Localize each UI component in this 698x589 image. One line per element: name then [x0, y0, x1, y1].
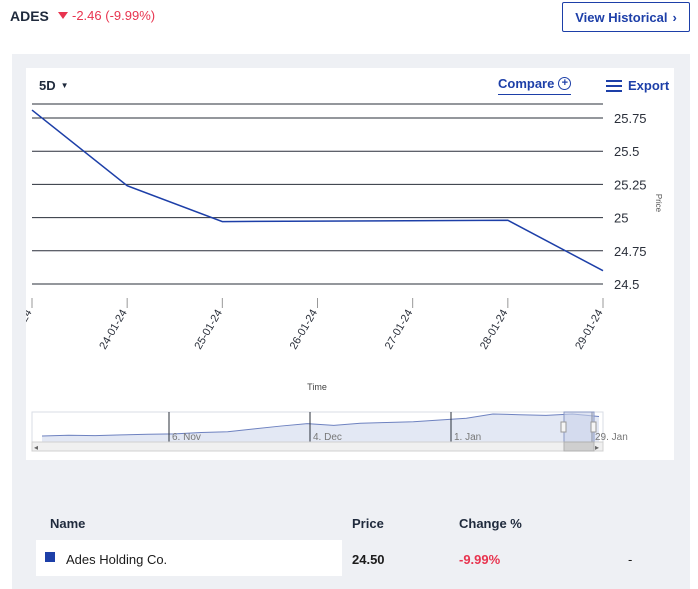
navigator-label: 29. Jan: [595, 432, 628, 443]
y-tick-label: 25.25: [614, 177, 647, 192]
y-tick-label: 25.75: [614, 111, 647, 126]
export-label: Export: [628, 78, 670, 93]
compare-label: Compare: [498, 76, 555, 91]
period-label: 5D: [39, 78, 56, 93]
price-change-text: -2.46 (-9.99%): [72, 8, 156, 23]
export-button[interactable]: Export: [606, 78, 669, 93]
x-tick-label: 26-01-24: [288, 308, 320, 352]
navigator-handle-left[interactable]: [560, 421, 567, 433]
x-tick-label: 28-01-24: [478, 308, 510, 352]
price-series-line: [31, 109, 604, 272]
y-axis-label: Price: [654, 194, 663, 213]
y-tick-label: 24.75: [614, 244, 647, 259]
down-arrow-icon: [58, 12, 68, 19]
x-tick-label: 23-01-24: [26, 308, 35, 352]
navigator-area-fill: [42, 414, 599, 442]
navigator-scroll-thumb[interactable]: [563, 441, 595, 452]
navigator-handle-right[interactable]: [590, 421, 597, 433]
series-color-swatch: [45, 552, 55, 562]
navigator-scrollbar[interactable]: [31, 441, 604, 452]
header-price: Price: [352, 516, 384, 531]
caret-down-icon: ▼: [60, 81, 69, 90]
navigator-label: 4. Dec: [313, 432, 342, 443]
x-tick-label: 25-01-24: [193, 308, 225, 352]
price-chart[interactable]: 25.75 25.5 25.25 25 24.75 24.5 Price 23-01-24 24…: [26, 68, 674, 460]
header-name: Name: [50, 516, 86, 531]
navigator-selection[interactable]: [563, 411, 595, 443]
hamburger-menu-icon: [606, 79, 622, 92]
row-price: 24.50: [352, 552, 385, 567]
table-row: [36, 540, 342, 576]
ticker-symbol: ADES: [10, 8, 49, 24]
price-change: -2.46 (-9.99%): [58, 8, 155, 23]
x-tick-label: 27-01-24: [383, 308, 415, 352]
scroll-right-arrow-icon[interactable]: ▸: [595, 443, 599, 452]
y-tick-label: 25.5: [614, 144, 639, 159]
row-name: Ades Holding Co.: [66, 552, 168, 567]
x-tick-label: 24-01-24: [97, 308, 129, 352]
chevron-right-icon: ›: [672, 9, 677, 25]
scroll-left-arrow-icon[interactable]: ◂: [34, 443, 38, 452]
period-selector[interactable]: 5D ▼: [39, 78, 69, 93]
y-tick-label: 24.5: [614, 277, 639, 292]
chart-card: 5D ▼ Compare + Export 25.75 25.5 25.25 25 24…: [26, 68, 674, 460]
row-change: -9.99%: [459, 552, 501, 567]
compare-button[interactable]: Compare +: [498, 76, 572, 95]
header-change: Change %: [459, 516, 522, 531]
x-tick-label: 29-01-24: [573, 308, 605, 352]
plus-circle-icon: +: [558, 77, 572, 90]
navigator-label: 6. Nov: [172, 432, 201, 443]
navigator-label: 1. Jan: [454, 432, 481, 443]
view-historical-label: View Historical: [575, 9, 668, 25]
navigator-series-line: [41, 413, 600, 437]
y-tick-label: 25: [614, 211, 628, 226]
chart-panel: 5D ▼ Compare + Export 25.75 25.5 25.25 25 24…: [12, 54, 690, 589]
quote-header: ADES -2.46 (-9.99%) View Historical ›: [0, 0, 698, 40]
comparison-table: Name Price Change % Ades Holding Co. 24.…: [12, 494, 690, 589]
row-extra: -: [628, 552, 633, 567]
x-axis-label: Time: [307, 382, 327, 392]
view-historical-button[interactable]: View Historical ›: [562, 2, 690, 32]
